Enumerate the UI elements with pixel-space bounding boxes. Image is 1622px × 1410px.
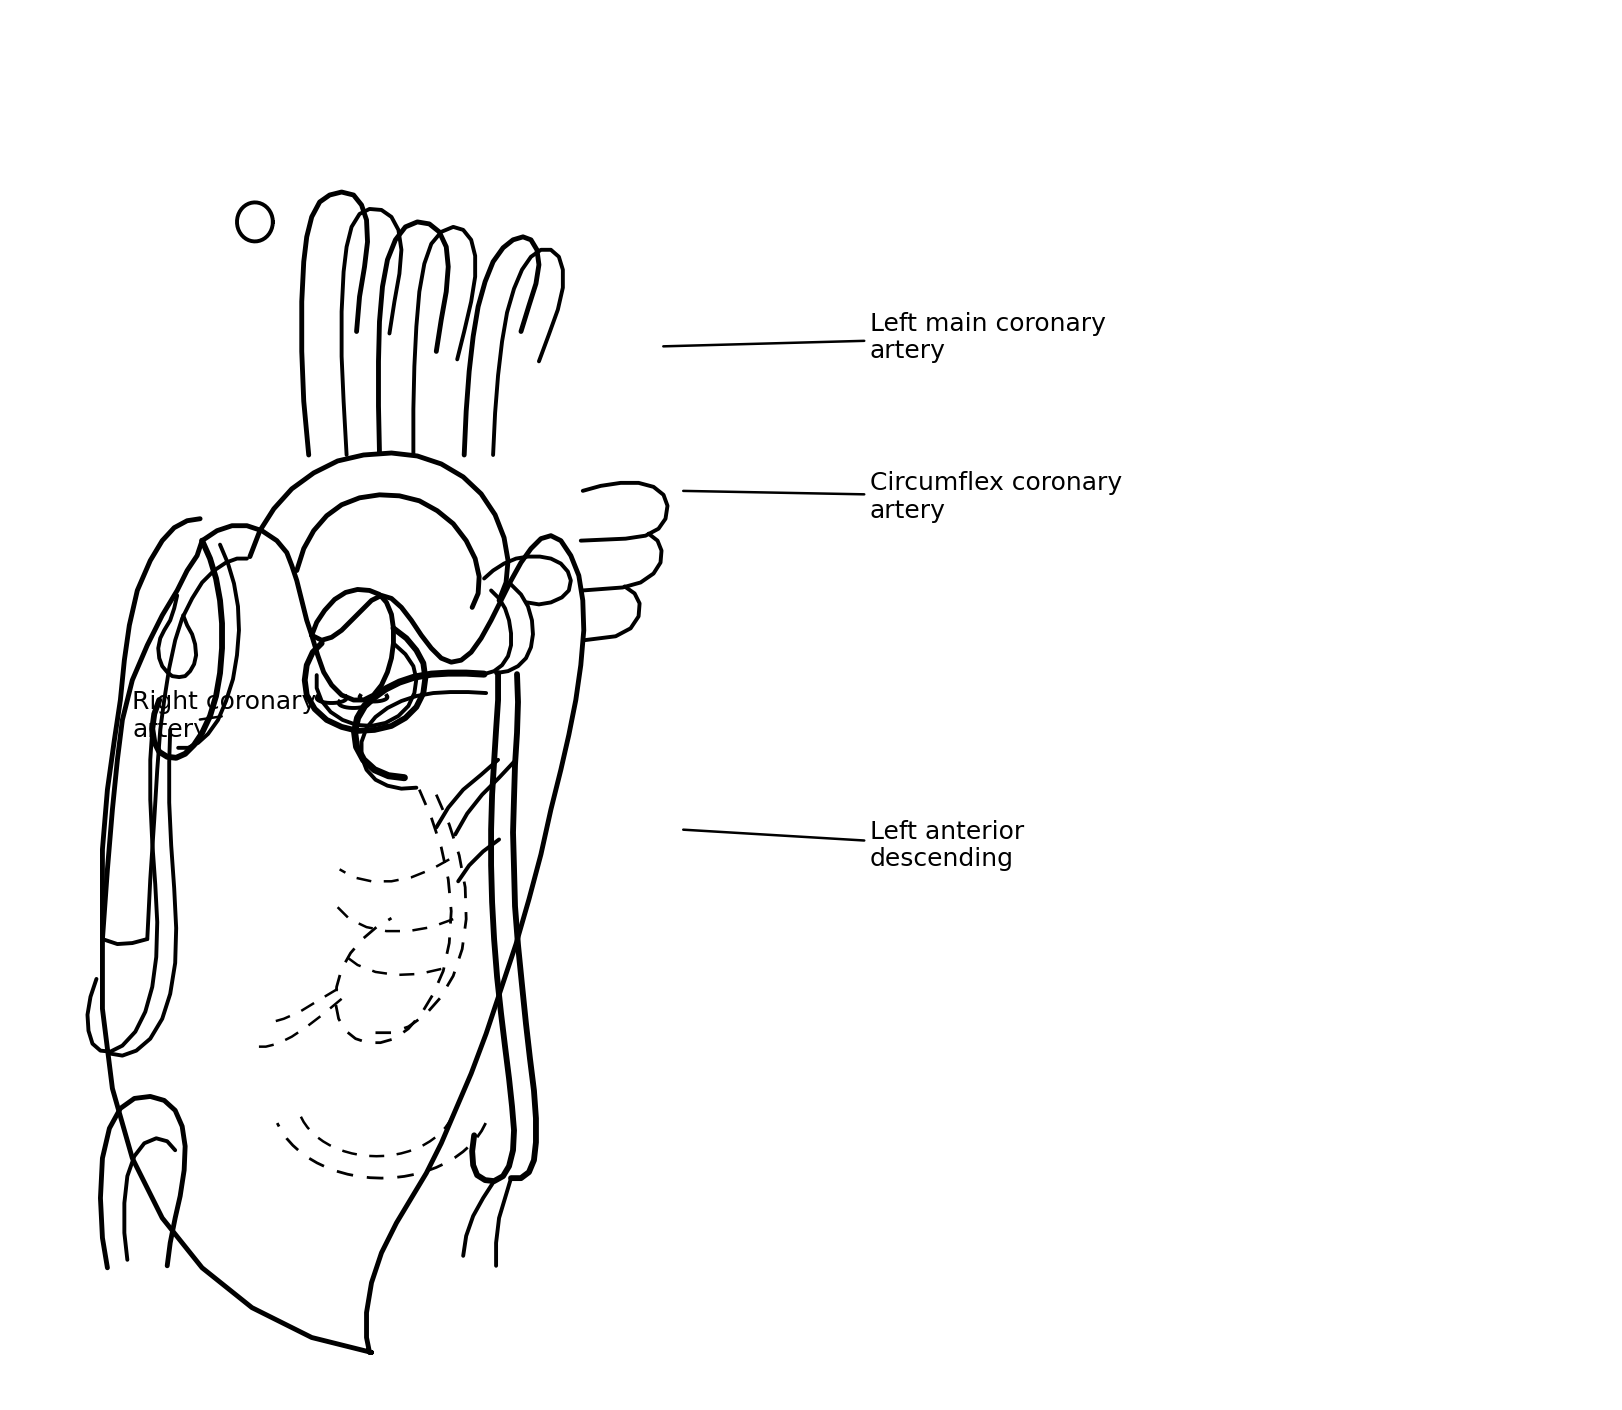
Text: Left main coronary
artery: Left main coronary artery [663,312,1106,364]
Text: Right coronary
artery: Right coronary artery [133,689,316,742]
Text: Circumflex coronary
artery: Circumflex coronary artery [683,471,1122,523]
Text: Left anterior
descending: Left anterior descending [683,819,1023,871]
